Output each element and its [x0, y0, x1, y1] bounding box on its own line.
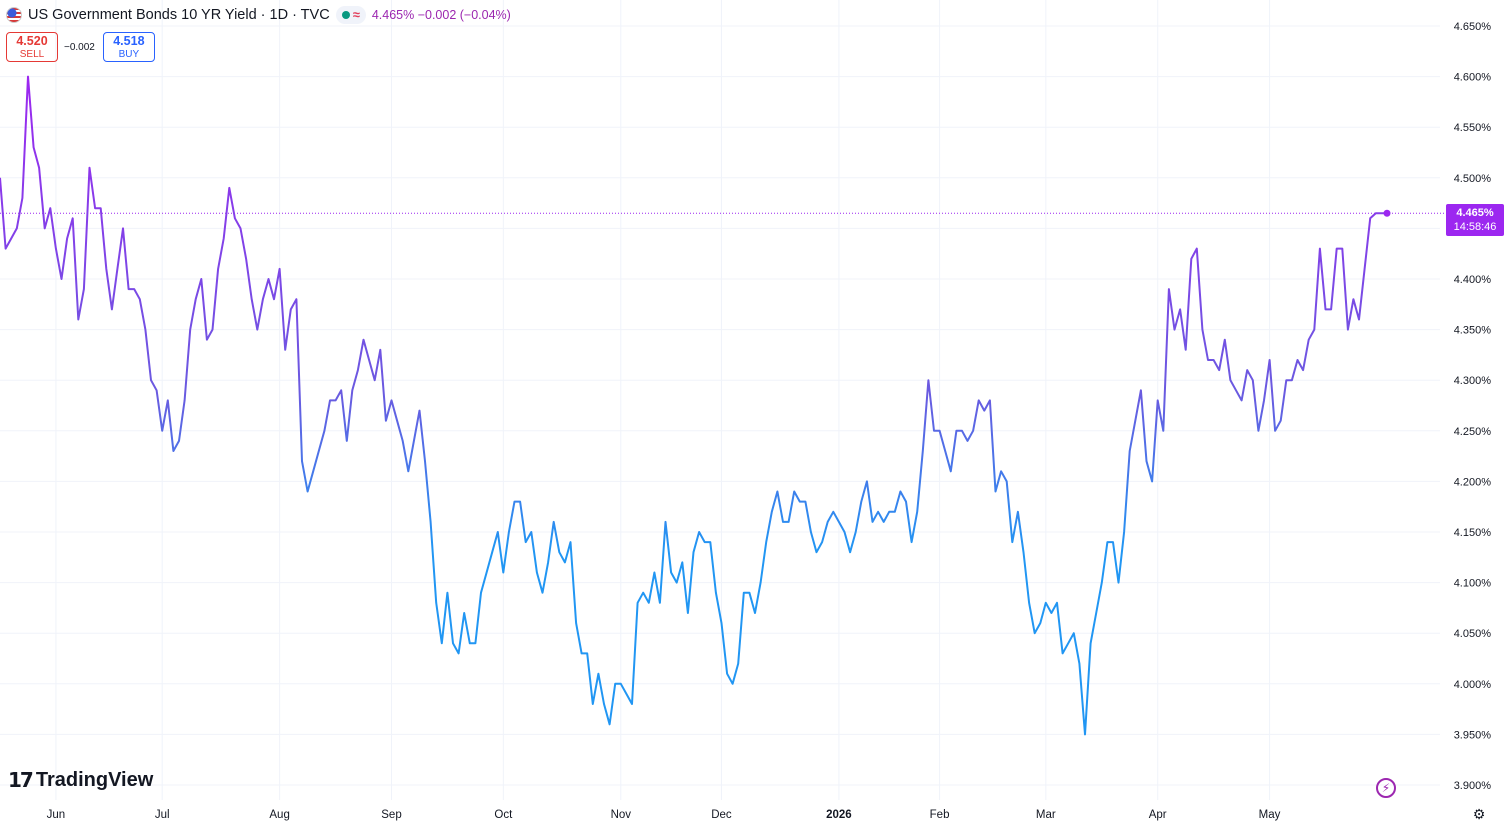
- us-flag-icon: [6, 7, 22, 23]
- x-tick-label: 2026: [826, 809, 852, 821]
- y-tick-label: 3.950%: [1454, 729, 1492, 741]
- y-tick-label: 4.200%: [1454, 476, 1492, 488]
- x-tick-label: Jul: [155, 809, 170, 821]
- x-tick-label: Sep: [381, 809, 401, 821]
- x-tick-label: Nov: [611, 809, 632, 821]
- y-tick-label: 4.150%: [1454, 527, 1492, 539]
- last-quote: 4.465% −0.002 (−0.04%): [371, 8, 511, 22]
- approx-icon: ≈: [352, 7, 360, 22]
- y-tick-label: 4.100%: [1454, 578, 1492, 590]
- market-status-pill[interactable]: ≈: [335, 6, 366, 24]
- x-tick-label: May: [1259, 809, 1281, 821]
- y-tick-label: 3.900%: [1454, 780, 1492, 792]
- x-tick-label: Dec: [711, 809, 732, 821]
- y-tick-label: 4.250%: [1454, 426, 1492, 438]
- y-tick-label: 4.300%: [1454, 375, 1492, 387]
- x-tick-label: Oct: [494, 809, 513, 821]
- x-axis: Jun Jul Aug Sep Oct Nov Dec 2026 Feb Mar Apr May: [47, 809, 1281, 821]
- price-tag-countdown: 14:58:46: [1453, 221, 1497, 233]
- gear-icon[interactable]: ⚙: [1472, 806, 1486, 822]
- sell-price: 4.520: [16, 34, 48, 48]
- x-tick-label: Jun: [47, 809, 66, 821]
- price-tag: 4.465% 14:58:46: [1446, 204, 1504, 236]
- buy-label: BUY: [118, 49, 140, 60]
- market-open-icon: [341, 11, 350, 19]
- y-tick-label: 4.650%: [1454, 21, 1492, 33]
- x-tick-label: Apr: [1149, 809, 1167, 821]
- chart-grid: [0, 0, 1440, 800]
- trade-panel: 4.520 SELL −0.002 4.518 BUY: [6, 32, 155, 62]
- spread-value: −0.002: [64, 41, 95, 53]
- y-tick-label: 4.350%: [1454, 325, 1492, 337]
- x-tick-label: Aug: [269, 809, 289, 821]
- price-tag-value: 4.465%: [1456, 207, 1494, 219]
- x-tick-label: Mar: [1036, 809, 1056, 821]
- y-tick-label: 4.050%: [1454, 628, 1492, 640]
- symbol-title[interactable]: US Government Bonds 10 YR Yield · 1D · T…: [28, 7, 330, 23]
- y-tick-label: 4.550%: [1454, 122, 1492, 134]
- y-tick-label: 4.000%: [1454, 679, 1492, 691]
- flash-icon[interactable]: ⚡: [1376, 778, 1396, 798]
- yield-line: [0, 75, 1387, 736]
- sell-button[interactable]: 4.520 SELL: [6, 32, 58, 62]
- x-tick-label: Feb: [930, 809, 950, 821]
- buy-button[interactable]: 4.518 BUY: [102, 32, 155, 62]
- tradingview-logo-icon: 17: [8, 768, 34, 792]
- y-axis: 4.650%4.600%4.550%4.500%4.450%4.400%4.35…: [1454, 21, 1492, 792]
- sell-label: SELL: [19, 49, 45, 60]
- y-tick-label: 4.600%: [1454, 72, 1492, 84]
- logo-text: TradingView: [35, 768, 154, 791]
- buy-price: 4.518: [113, 34, 145, 48]
- chart-header: US Government Bonds 10 YR Yield · 1D · T…: [6, 6, 511, 24]
- last-price-dot: [1383, 209, 1391, 217]
- y-tick-label: 4.500%: [1454, 173, 1492, 185]
- y-tick-label: 4.400%: [1454, 274, 1492, 286]
- tradingview-logo[interactable]: 17 TradingView: [8, 768, 153, 792]
